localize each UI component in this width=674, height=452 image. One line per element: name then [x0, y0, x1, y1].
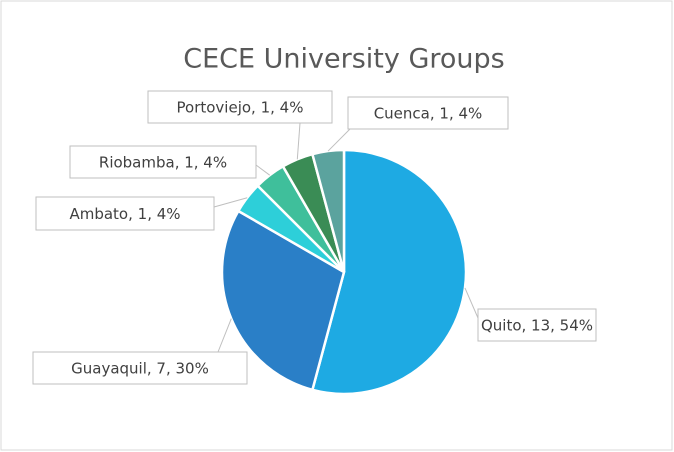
data-label: Riobamba, 1, 4%: [99, 154, 227, 172]
label-box: [35, 196, 215, 231]
leader-line: [296, 122, 301, 160]
data-label: Cuenca, 1, 4%: [374, 105, 483, 123]
data-label: Ambato, 1, 4%: [69, 205, 180, 223]
chart-title: CECE University Groups: [183, 44, 504, 75]
label-box: [32, 351, 248, 385]
data-label: Quito, 13, 54%: [481, 317, 593, 335]
data-label: Guayaquil, 7, 30%: [71, 360, 209, 378]
leader-line: [464, 287, 479, 319]
leader-line: [327, 128, 351, 152]
label-box: [477, 308, 597, 342]
pie-slice: [310, 148, 468, 396]
leader-line: [255, 164, 271, 176]
leader-line: [213, 197, 248, 208]
leader-line: [217, 318, 232, 353]
label-box: [347, 96, 509, 130]
label-box: [147, 90, 333, 124]
label-box: [69, 145, 257, 179]
data-label: Portoviejo, 1, 4%: [177, 99, 304, 117]
